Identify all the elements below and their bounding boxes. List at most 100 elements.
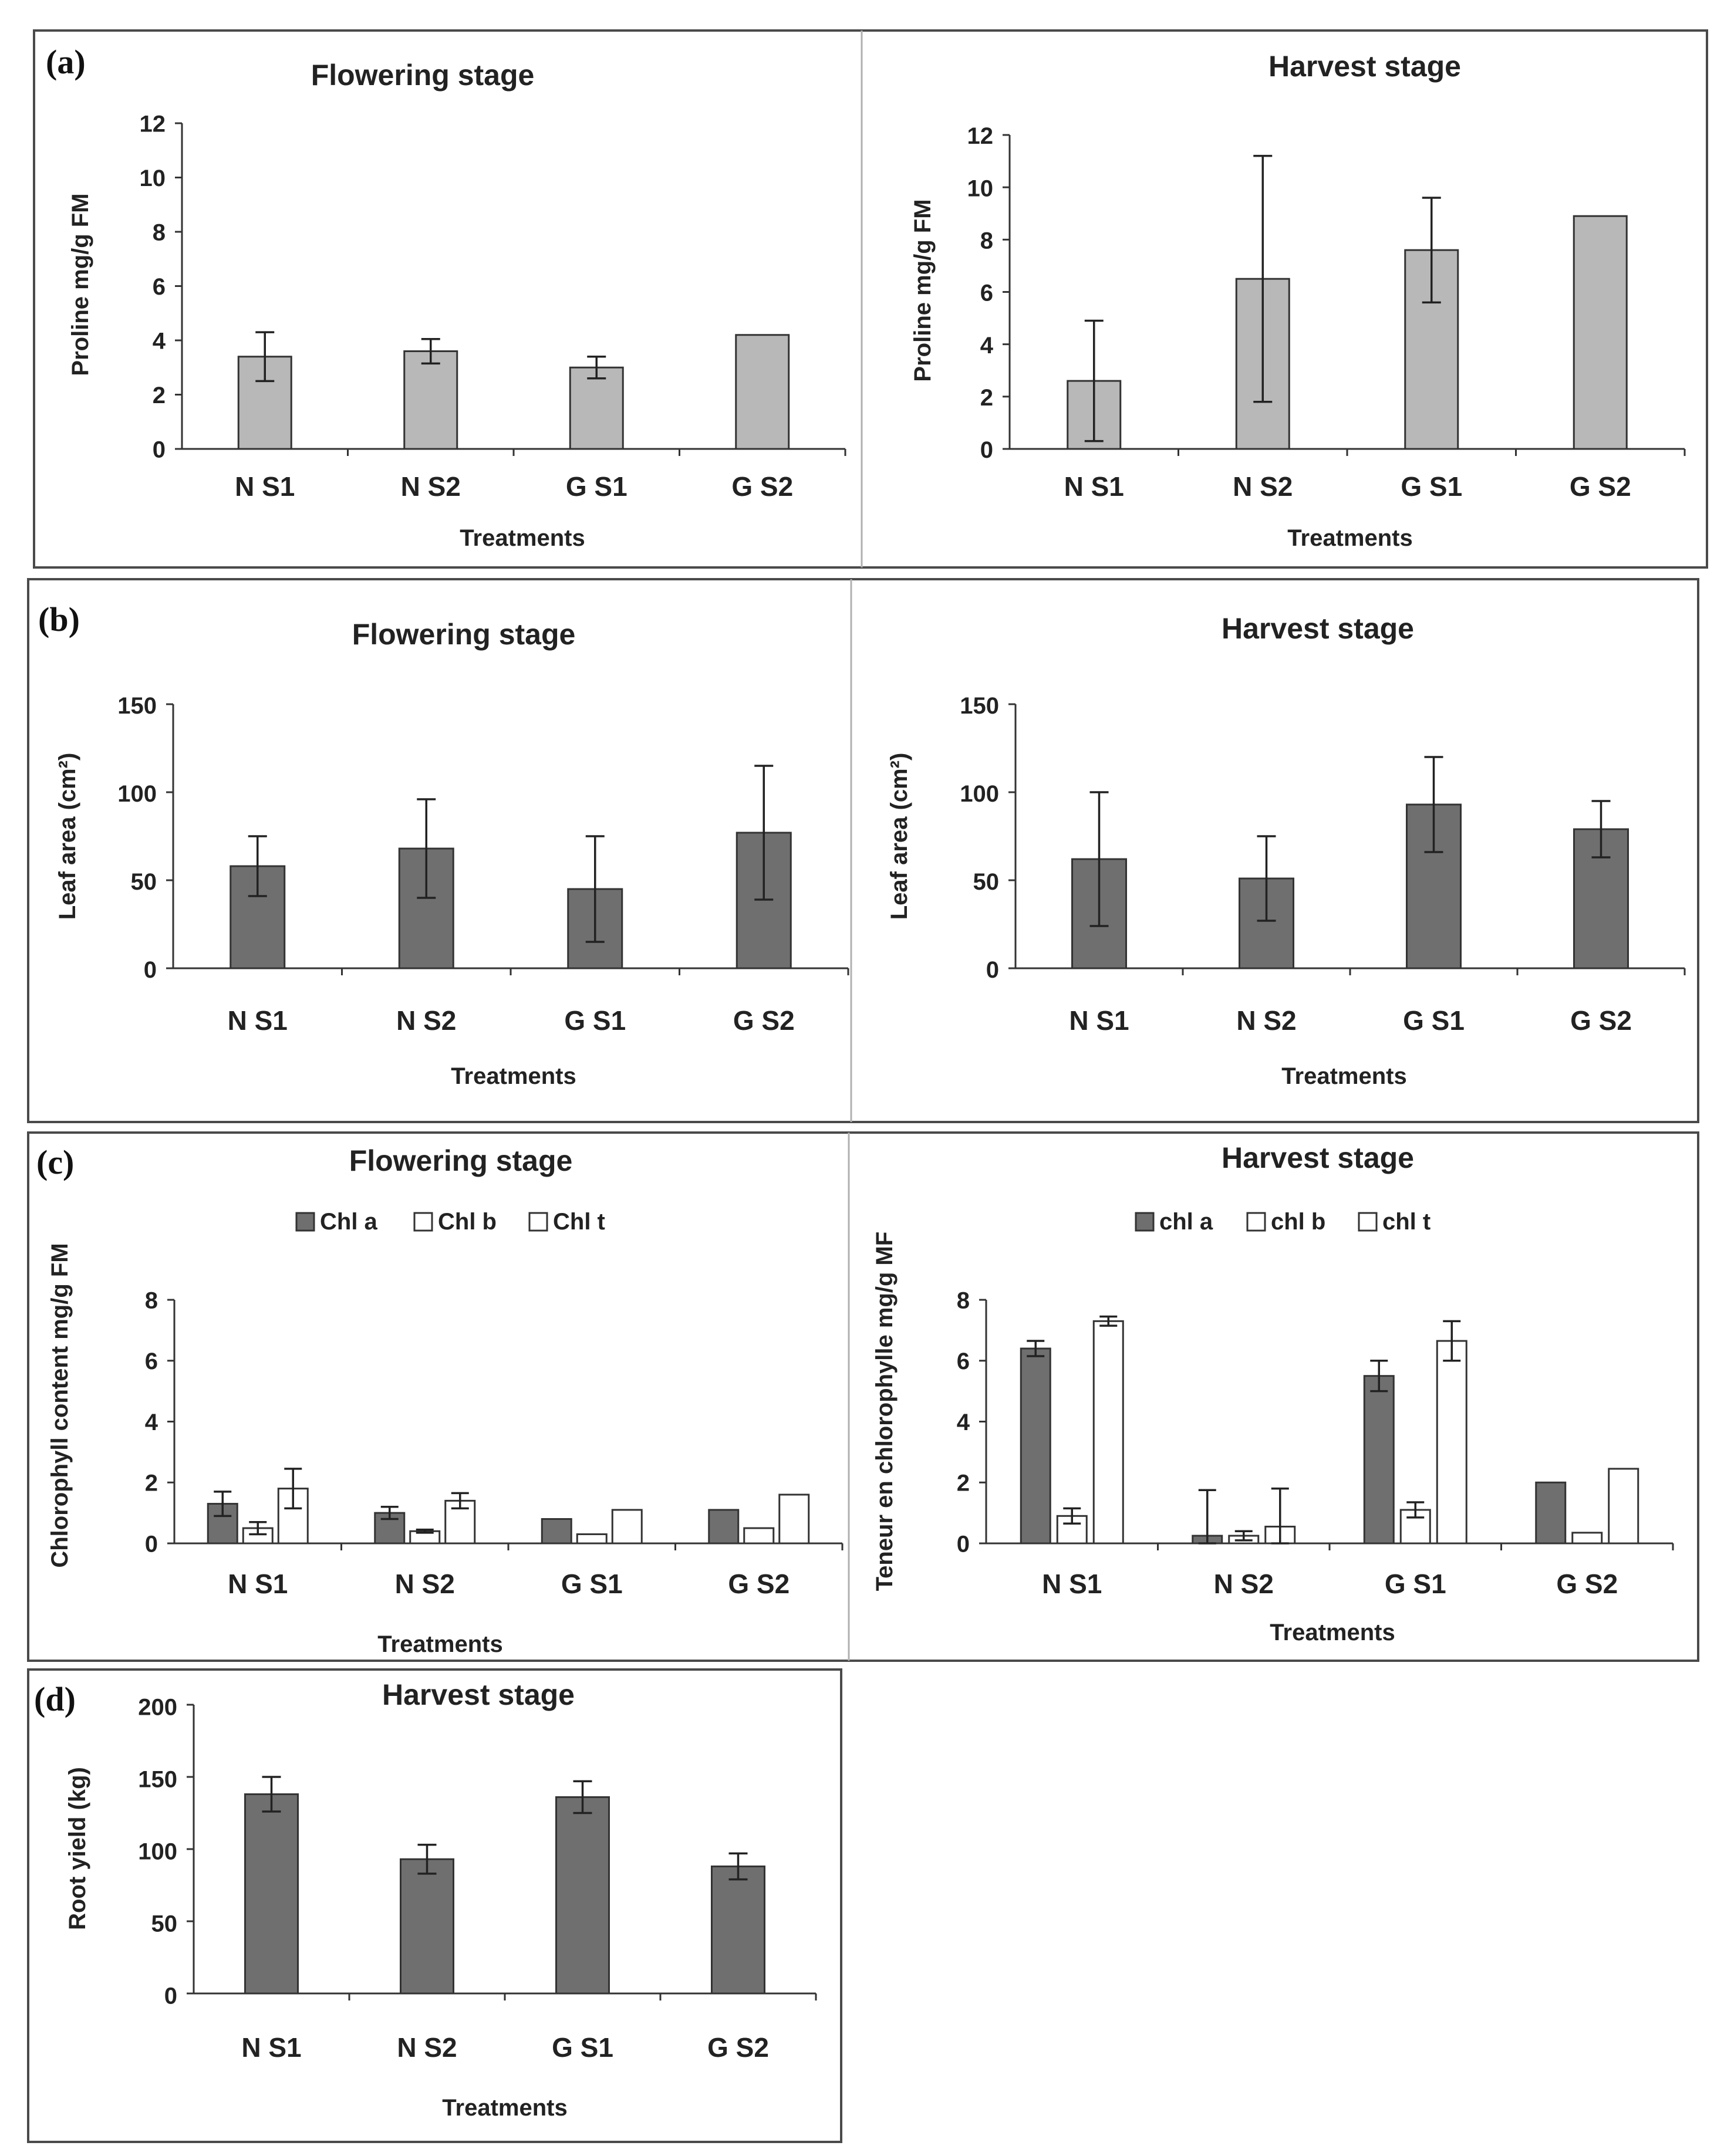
chart-leaf-area-harvest: Harvest stage 0 50 100 150 N S1 N S2 G S1 G S2 Tr… [886,612,1686,1089]
y-tick-label: 2 [145,1471,158,1496]
x-axis-label: Treatments [1270,1620,1395,1645]
y-tick-label: 12 [140,111,166,137]
legend-swatch [1358,1212,1378,1232]
y-axis-label: Leaf area (cm²) [886,753,912,920]
bar [244,1793,299,1995]
y-tick-label: 12 [967,123,994,149]
panel-letter-c: (c) [36,1143,74,1181]
y-tick-label: 0 [145,1531,158,1557]
y-tick-label: 0 [153,437,166,462]
chart-proline-flowering: Flowering stage 0 2 4 6 8 10 12 N S1 N S2 G S1 G S2… [68,59,846,551]
legend-swatch [295,1212,315,1232]
chart-title: Flowering stage [311,59,535,92]
chart-title: Harvest stage [1222,612,1414,645]
chart-proline-harvest: Harvest stage 0 2 4 6 8 10 12 N S1 N S2 G S1 G S2 Tr… [910,50,1686,551]
legend-swatch [528,1212,548,1232]
bar [1571,1532,1603,1545]
x-axis-label: Treatments [460,525,585,551]
bar [743,1527,775,1545]
chart-title: Harvest stage [1268,50,1461,83]
y-tick-label: 150 [117,693,157,719]
legend-label: chl t [1382,1209,1431,1235]
y-tick-label: 50 [151,1911,178,1937]
x-category-label: N S2 [1214,1569,1274,1599]
bar [403,350,458,450]
legend-swatch [413,1212,433,1232]
legend-swatch [1246,1212,1266,1232]
y-tick-label: 100 [117,781,157,807]
x-category-label: N S2 [395,1569,455,1599]
x-category-label: G S1 [1401,471,1462,502]
bar [1535,1481,1567,1545]
chart-title: Harvest stage [382,1678,575,1711]
y-tick-label: 50 [973,869,1000,895]
y-tick-label: 8 [957,1287,970,1313]
bar [708,1509,740,1545]
y-tick-label: 6 [980,281,993,306]
x-axis-label: Treatments [442,2095,567,2121]
x-category-label: N S1 [241,2032,301,2063]
x-category-label: N S2 [1236,1005,1296,1036]
bar [1436,1340,1467,1545]
x-category-label: G S1 [564,1005,626,1036]
legend-label: chl b [1271,1209,1325,1235]
y-tick-label: 100 [960,781,999,807]
y-tick-label: 2 [957,1471,970,1496]
y-tick-label: 4 [145,1410,158,1435]
y-tick-label: 0 [144,957,157,983]
bar [576,1533,608,1545]
y-tick-label: 10 [140,165,166,191]
bar [1363,1375,1395,1545]
x-axis-label: Treatments [1281,1063,1406,1089]
legend-label: Chl t [553,1209,605,1235]
bar [711,1866,765,1995]
y-tick-label: 2 [980,385,993,411]
legend-label: Chl a [320,1209,378,1235]
chart-chlorophyll-flowering: Flowering stage 0 2 4 6 8 N S1 N S2 G S1 G S2 Trea… [47,1144,844,1657]
chart-title: Flowering stage [352,618,576,651]
y-tick-label: 8 [153,219,166,245]
x-category-label: G S1 [1403,1005,1465,1036]
y-axis-label: Teneur en chlorophylle mg/g MF [872,1232,898,1591]
chart-chlorophyll-harvest: Harvest stage 0 2 4 6 8 N S1 N S2 G S1 G S2 Treatm… [872,1141,1674,1645]
y-tick-label: 100 [138,1839,177,1864]
bar [1573,215,1628,450]
panel-letter-a: (a) [46,43,86,81]
x-category-label: G S2 [731,471,793,502]
y-tick-label: 150 [960,693,999,719]
bar [1608,1468,1639,1545]
y-tick-label: 0 [986,957,999,983]
bar [1092,1320,1124,1545]
chart-title: Flowering stage [349,1144,573,1177]
x-category-label: G S2 [1570,1005,1632,1036]
x-category-label: G S2 [1570,471,1631,502]
chart-title: Harvest stage [1222,1141,1414,1174]
bar [778,1493,810,1545]
x-category-label: G S2 [707,2032,769,2063]
panel-letter-d: (d) [34,1680,76,1718]
legend-label: Chl b [438,1209,497,1235]
y-tick-label: 6 [957,1349,970,1374]
y-tick-label: 4 [153,328,166,354]
bar [230,865,286,969]
x-axis-label: Treatments [377,1631,502,1657]
x-category-label: N S1 [1042,1569,1102,1599]
y-axis-label: Proline mg/g FM [910,199,936,381]
bar [400,1858,454,1995]
y-axis-label: Proline mg/g FM [68,193,93,376]
y-tick-label: 4 [980,333,994,359]
x-category-label: G S1 [1385,1569,1446,1599]
y-tick-label: 4 [957,1410,970,1435]
y-tick-label: 10 [967,175,994,201]
y-tick-label: 6 [145,1349,158,1374]
x-category-label: N S1 [228,1569,288,1599]
y-tick-label: 2 [153,383,166,408]
y-tick-label: 150 [138,1766,177,1792]
x-category-label: N S1 [228,1005,288,1036]
x-category-label: N S2 [401,471,461,502]
x-category-label: G S1 [552,2032,613,2063]
y-tick-label: 0 [980,437,993,463]
chart-leaf-area-flowering: Flowering stage 0 50 100 150 N S1 N S2 G S1 G S2… [55,618,849,1089]
x-category-label: N S2 [1233,471,1293,502]
